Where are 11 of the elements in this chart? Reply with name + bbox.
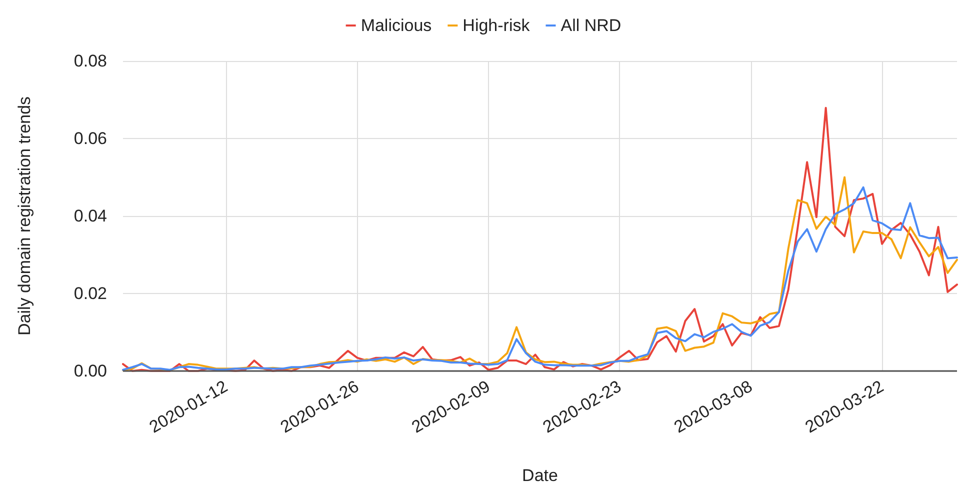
y-tick-label: 0.04 [74,206,107,226]
x-axis-title: Date [522,466,558,485]
line-series [122,106,958,372]
y-tick-label: 0.00 [74,362,107,380]
y-tick-label: 0.06 [74,129,107,148]
y-tick-label: 0.08 [74,52,107,70]
legend-label: All NRD [560,16,622,35]
y-axis-title: Daily domain registration trends [15,96,34,336]
legend-label: High-risk [462,16,530,35]
legend-label: Malicious [360,16,432,35]
y-tick-label: 0.02 [74,284,107,303]
